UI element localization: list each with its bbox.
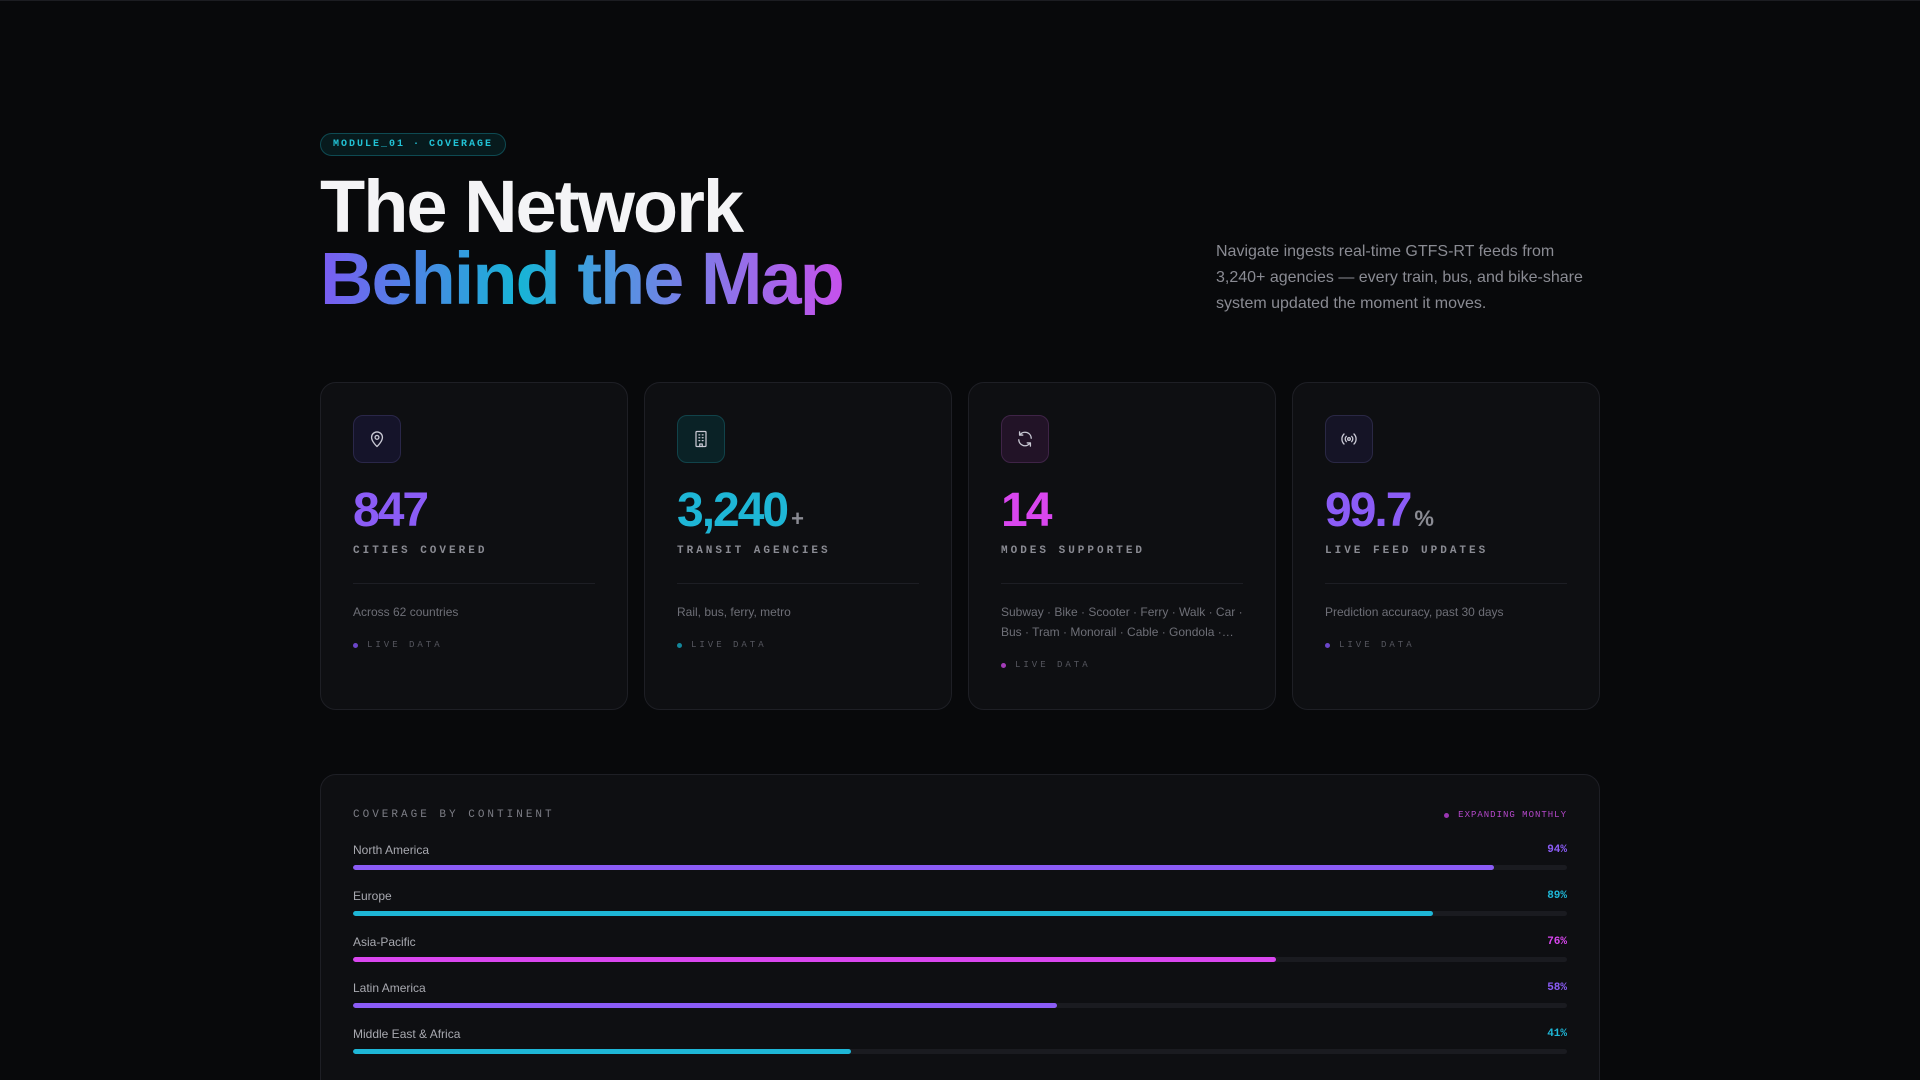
page-title: The Network Behind the Map <box>320 165 845 320</box>
live-dot-icon <box>353 642 358 648</box>
coverage-row-header: Latin America 58% <box>353 981 1567 995</box>
region-percent: 58% <box>1547 982 1567 994</box>
hero-section: MODULE_01 · COVERAGE The Network Behind … <box>320 133 1600 383</box>
stat-cards: 847 CITIES COVERED Across 62 countries L… <box>320 382 1600 710</box>
coverage-row: North America 94% <box>353 843 1567 870</box>
stat-card-cities: 847 CITIES COVERED Across 62 countries L… <box>320 382 628 710</box>
coverage-rows: North America 94% Europe 89% Asia-Pacific 76%… <box>353 843 1567 1054</box>
title-line-2: Behind the Map <box>320 237 845 320</box>
stat-subtext: Subway · Bike · Scooter · Ferry · Walk ·… <box>1001 605 1243 639</box>
stat-label: MODES SUPPORTED <box>1001 545 1146 557</box>
live-data-indicator: LIVE DATA <box>1001 660 1243 670</box>
live-data-label: LIVE DATA <box>367 640 443 650</box>
coverage-header: COVERAGE BY CONTINENT EXPANDING MONTHLY <box>353 809 1567 821</box>
stat-subtext: Rail, bus, ferry, metro <box>677 605 791 619</box>
live-dot-icon <box>1001 662 1006 668</box>
stat-label: LIVE FEED UPDATES <box>1325 545 1489 557</box>
stat-label: TRANSIT AGENCIES <box>677 545 831 557</box>
progress-fill <box>353 911 1434 916</box>
region-name: Europe <box>353 889 392 903</box>
live-data-indicator: LIVE DATA <box>677 640 919 650</box>
stat-card-agencies: 3,240 + TRANSIT AGENCIES Rail, bus, ferr… <box>644 382 952 710</box>
stat-label: CITIES COVERED <box>353 545 488 557</box>
coverage-row: Europe 89% <box>353 889 1567 916</box>
stat-number: 3,240 <box>677 484 789 537</box>
coverage-row-header: Asia-Pacific 76% <box>353 935 1567 949</box>
live-data-indicator: LIVE DATA <box>353 640 595 650</box>
map-pin-icon <box>353 415 401 463</box>
progress-track <box>353 1003 1567 1008</box>
progress-fill <box>353 1049 851 1054</box>
region-name: Middle East & Africa <box>353 1027 461 1041</box>
stat-number: 847 <box>353 484 429 537</box>
stat-value: 3,240 + <box>677 485 919 537</box>
progress-fill <box>353 865 1495 870</box>
card-divider <box>1325 583 1567 584</box>
coverage-panel: COVERAGE BY CONTINENT EXPANDING MONTHLY … <box>320 774 1600 1080</box>
coverage-row: Latin America 58% <box>353 981 1567 1008</box>
coverage-row: Asia-Pacific 76% <box>353 935 1567 962</box>
coverage-row-header: North America 94% <box>353 843 1567 857</box>
stat-card-modes: 14 MODES SUPPORTED Subway · Bike · Scoot… <box>968 382 1276 710</box>
region-name: Latin America <box>353 981 426 995</box>
progress-track <box>353 1049 1567 1054</box>
progress-track <box>353 865 1567 870</box>
coverage-row: Middle East & Africa 41% <box>353 1027 1567 1054</box>
live-dot-icon <box>677 642 682 648</box>
region-percent: 94% <box>1547 844 1567 856</box>
module-badge: MODULE_01 · COVERAGE <box>320 133 507 156</box>
stat-value: 14 <box>1001 485 1243 537</box>
refresh-icon <box>1001 415 1049 463</box>
coverage-row-header: Europe 89% <box>353 889 1567 903</box>
stat-number: 99.7 <box>1325 484 1412 537</box>
region-percent: 76% <box>1547 936 1567 948</box>
stat-value: 847 <box>353 485 595 537</box>
status-dot-icon <box>1444 812 1450 818</box>
region-percent: 41% <box>1547 1028 1567 1040</box>
card-divider <box>1001 583 1243 584</box>
stat-subtext: Prediction accuracy, past 30 days <box>1325 605 1504 619</box>
expanding-label: EXPANDING MONTHLY <box>1458 810 1567 820</box>
card-divider <box>353 583 595 584</box>
progress-fill <box>353 957 1276 962</box>
coverage-module: MODULE_01 · COVERAGE The Network Behind … <box>320 133 1600 1080</box>
live-data-indicator: LIVE DATA <box>1325 640 1567 650</box>
region-name: North America <box>353 843 430 857</box>
stat-suffix: % <box>1414 506 1434 531</box>
live-dot-icon <box>1325 642 1330 648</box>
card-divider <box>677 583 919 584</box>
stat-value: 99.7 % <box>1325 485 1567 537</box>
live-data-label: LIVE DATA <box>1015 660 1091 670</box>
stat-suffix: + <box>791 506 804 531</box>
stat-number: 14 <box>1001 484 1052 537</box>
progress-track <box>353 957 1567 962</box>
stat-subtext: Across 62 countries <box>353 605 459 619</box>
region-percent: 89% <box>1547 890 1567 902</box>
progress-track <box>353 911 1567 916</box>
expanding-badge: EXPANDING MONTHLY <box>1444 810 1567 820</box>
building-icon <box>677 415 725 463</box>
progress-fill <box>353 1003 1058 1008</box>
region-name: Asia-Pacific <box>353 935 416 949</box>
hero-description: Navigate ingests real-time GTFS-RT feeds… <box>1216 243 1583 312</box>
broadcast-icon <box>1325 415 1373 463</box>
live-data-label: LIVE DATA <box>691 640 767 650</box>
coverage-row-header: Middle East & Africa 41% <box>353 1027 1567 1041</box>
coverage-title: COVERAGE BY CONTINENT <box>353 809 555 821</box>
stat-card-live-feed: 99.7 % LIVE FEED UPDATES Prediction accu… <box>1292 382 1600 710</box>
live-data-label: LIVE DATA <box>1339 640 1415 650</box>
title-line-1: The Network <box>320 165 744 248</box>
